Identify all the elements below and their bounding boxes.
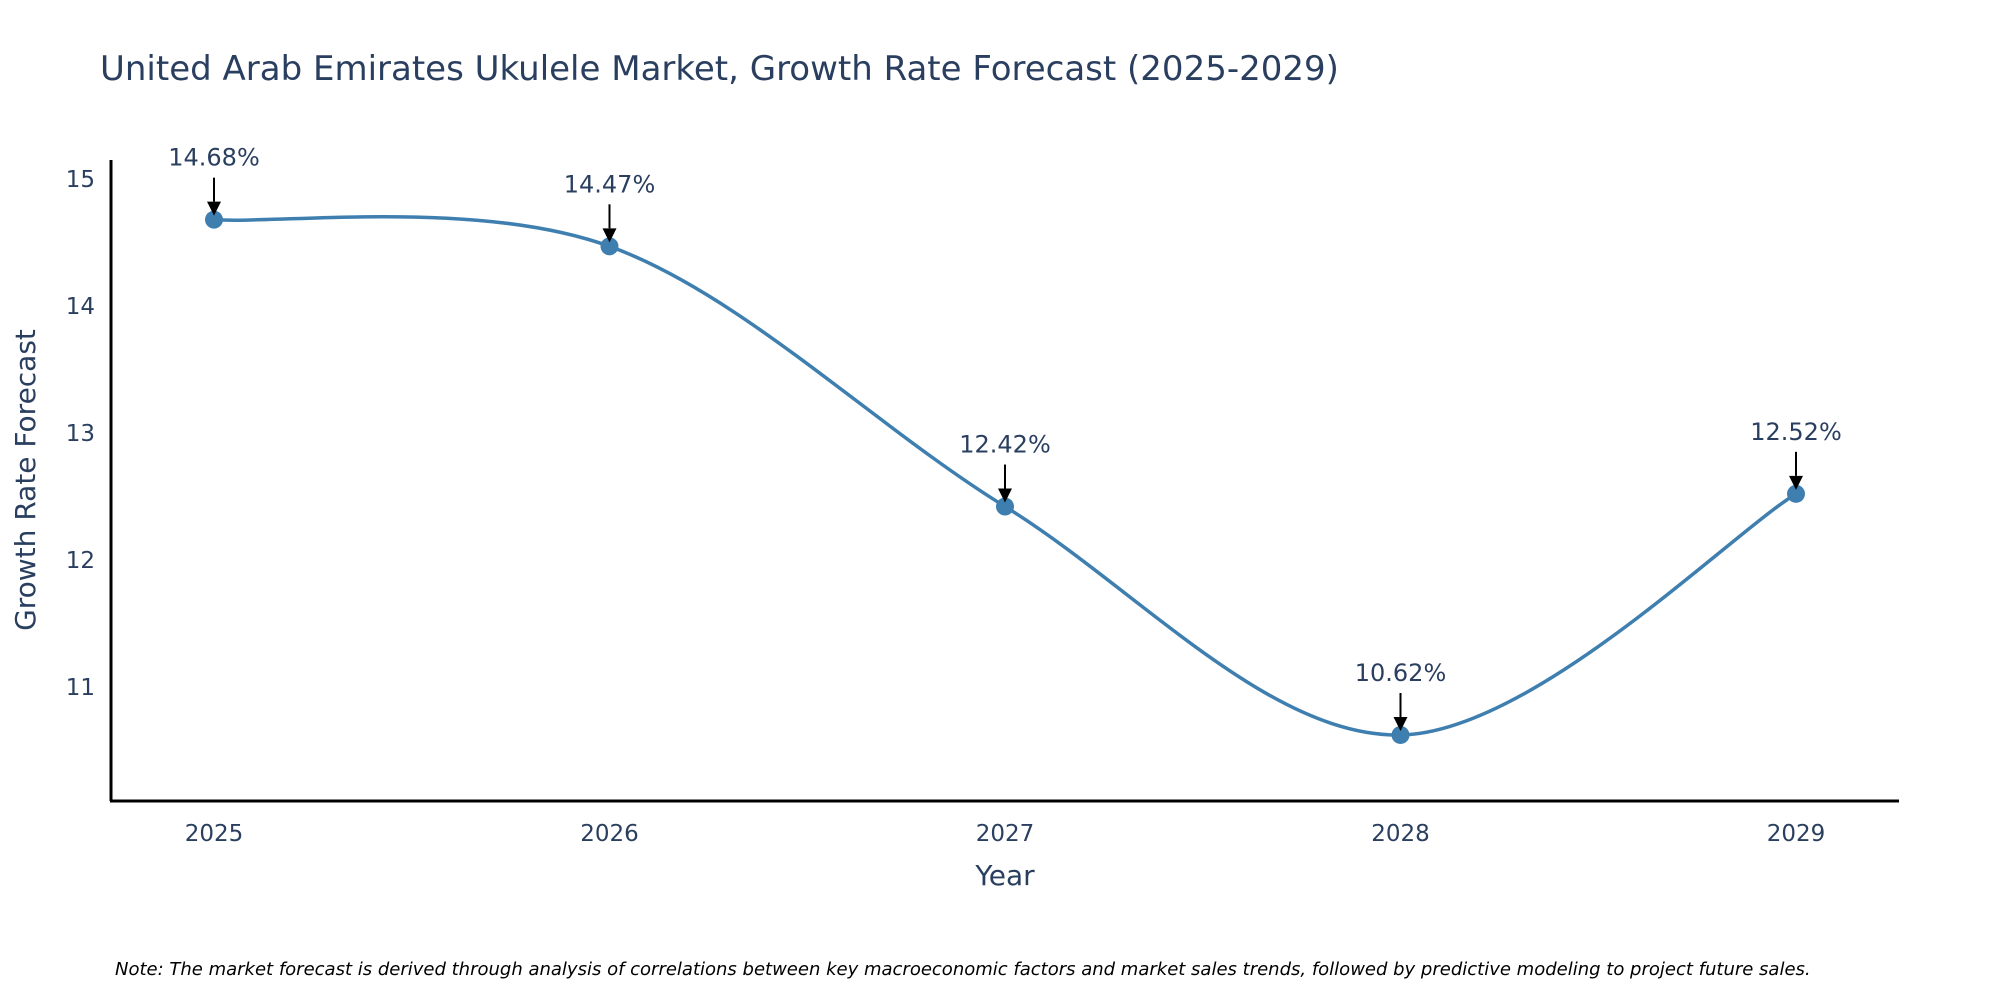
data-label: 12.42% — [959, 431, 1051, 459]
annotation-arrow-head — [998, 488, 1012, 503]
y-axis-ticks: 11 12 13 14 15 — [66, 167, 95, 701]
data-annotations: 14.68% 14.47% 12.42% 10.62% 12.52% — [168, 144, 1842, 731]
data-markers — [205, 210, 1805, 744]
x-axis-ticks: 2025 2026 2027 2028 2029 — [185, 821, 1826, 847]
annotation-arrow-head — [602, 228, 617, 243]
y-tick-label: 14 — [66, 294, 95, 320]
y-tick-label: 11 — [66, 675, 95, 701]
data-label: 14.47% — [564, 170, 656, 198]
x-tick-label: 2029 — [1767, 821, 1826, 847]
annotation-arrow-head — [1789, 475, 1803, 490]
x-tick-label: 2025 — [185, 821, 244, 847]
y-tick-label: 13 — [66, 421, 95, 447]
series-line — [213, 214, 1797, 737]
x-tick-label: 2026 — [580, 821, 639, 847]
data-point — [1787, 484, 1805, 503]
data-point — [600, 237, 619, 256]
x-tick-label: 2028 — [1371, 821, 1430, 847]
footnote: Note: The market forecast is derived thr… — [115, 959, 1811, 980]
y-tick-label: 12 — [66, 548, 95, 574]
y-axis-title: Growth Rate Forecast — [9, 329, 42, 631]
annotation-arrow-head — [207, 201, 221, 216]
data-label: 10.62% — [1355, 659, 1447, 687]
annotation-arrow-head — [1393, 716, 1408, 731]
data-point — [205, 210, 223, 229]
data-label: 12.52% — [1750, 418, 1842, 446]
chart-title: United Arab Emirates Ukulele Market, Gro… — [100, 49, 1339, 89]
data-point — [1391, 725, 1410, 744]
data-label: 14.68% — [168, 144, 260, 172]
data-point — [996, 497, 1014, 516]
y-tick-label: 15 — [66, 167, 95, 193]
x-tick-label: 2027 — [976, 821, 1035, 847]
x-axis-title: Year — [974, 859, 1035, 892]
